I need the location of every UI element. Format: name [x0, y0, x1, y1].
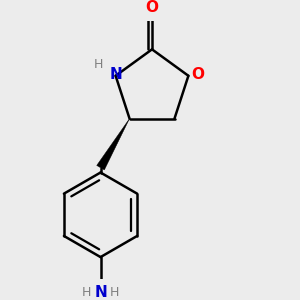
Text: N: N	[94, 285, 107, 300]
Text: O: O	[145, 0, 158, 15]
Text: O: O	[191, 68, 204, 82]
Polygon shape	[97, 118, 130, 170]
Text: H: H	[82, 286, 91, 299]
Text: N: N	[110, 67, 123, 82]
Text: H: H	[94, 58, 104, 71]
Text: H: H	[110, 286, 119, 299]
